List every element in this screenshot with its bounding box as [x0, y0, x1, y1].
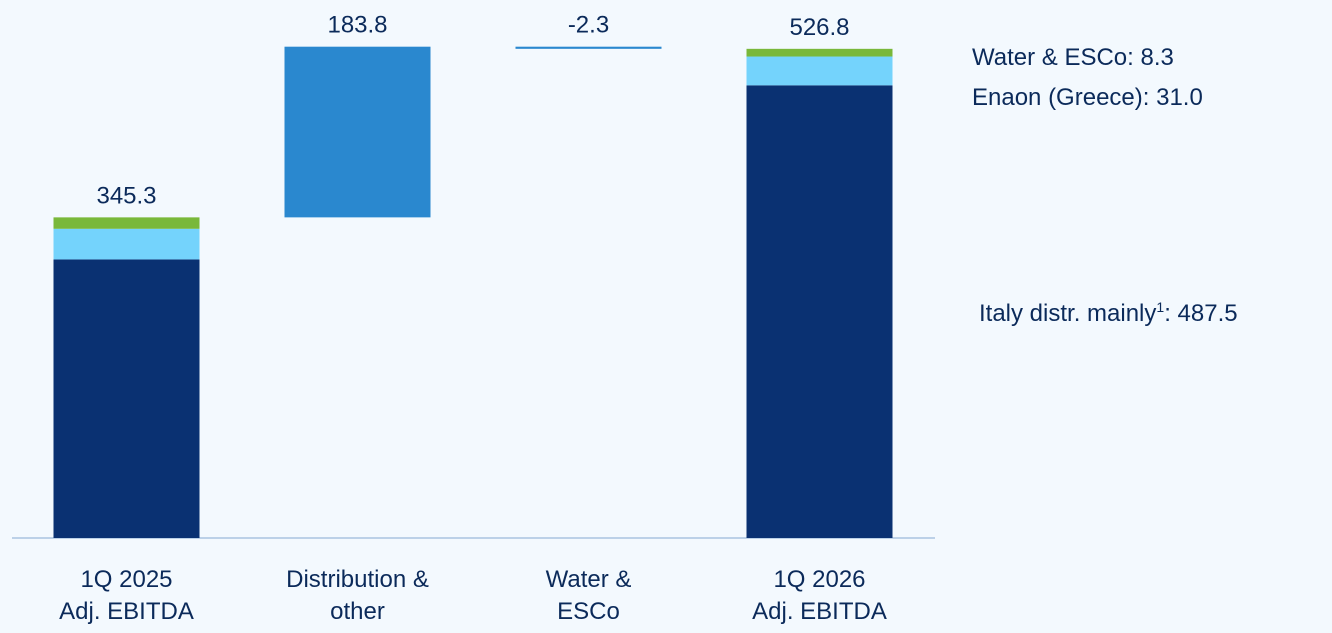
bar-segment — [746, 48, 893, 57]
delta-bar — [515, 46, 662, 49]
annotation: Water & ESCo: 8.3 — [972, 44, 1174, 71]
annotation-value: : 487.5 — [1164, 300, 1237, 327]
value-label: 345.3 — [96, 182, 156, 209]
annotation: Enaon (Greece): 31.0 — [972, 84, 1203, 111]
annotation-text: Enaon (Greece): 31.0 — [972, 84, 1203, 111]
x-tick-label: ESCo — [557, 598, 620, 625]
x-tick-label: Adj. EBITDA — [59, 598, 194, 625]
bar-segment — [746, 85, 893, 539]
bar-segment — [746, 56, 893, 86]
bar-segment — [53, 228, 200, 260]
x-tick-label: 1Q 2026 — [773, 566, 865, 593]
annotation-text: Italy distr. mainly — [979, 300, 1156, 327]
bar-segment — [53, 259, 200, 538]
delta-bar — [284, 46, 431, 218]
annotation-text: Water & ESCo: 8.3 — [972, 44, 1174, 71]
x-tick-label: Adj. EBITDA — [752, 598, 887, 625]
annotation: Italy distr. mainly1: 487.5 — [979, 299, 1238, 327]
value-label: 526.8 — [789, 14, 849, 41]
annotation-footnote: 1 — [1156, 299, 1164, 315]
value-label: 183.8 — [327, 12, 387, 39]
x-tick-label: 1Q 2025 — [80, 566, 172, 593]
bar-segment — [53, 217, 200, 229]
x-tick-label: Distribution & — [286, 566, 429, 593]
x-tick-label: other — [330, 598, 385, 625]
value-label: -2.3 — [568, 12, 609, 39]
x-tick-label: Water & — [546, 566, 632, 593]
